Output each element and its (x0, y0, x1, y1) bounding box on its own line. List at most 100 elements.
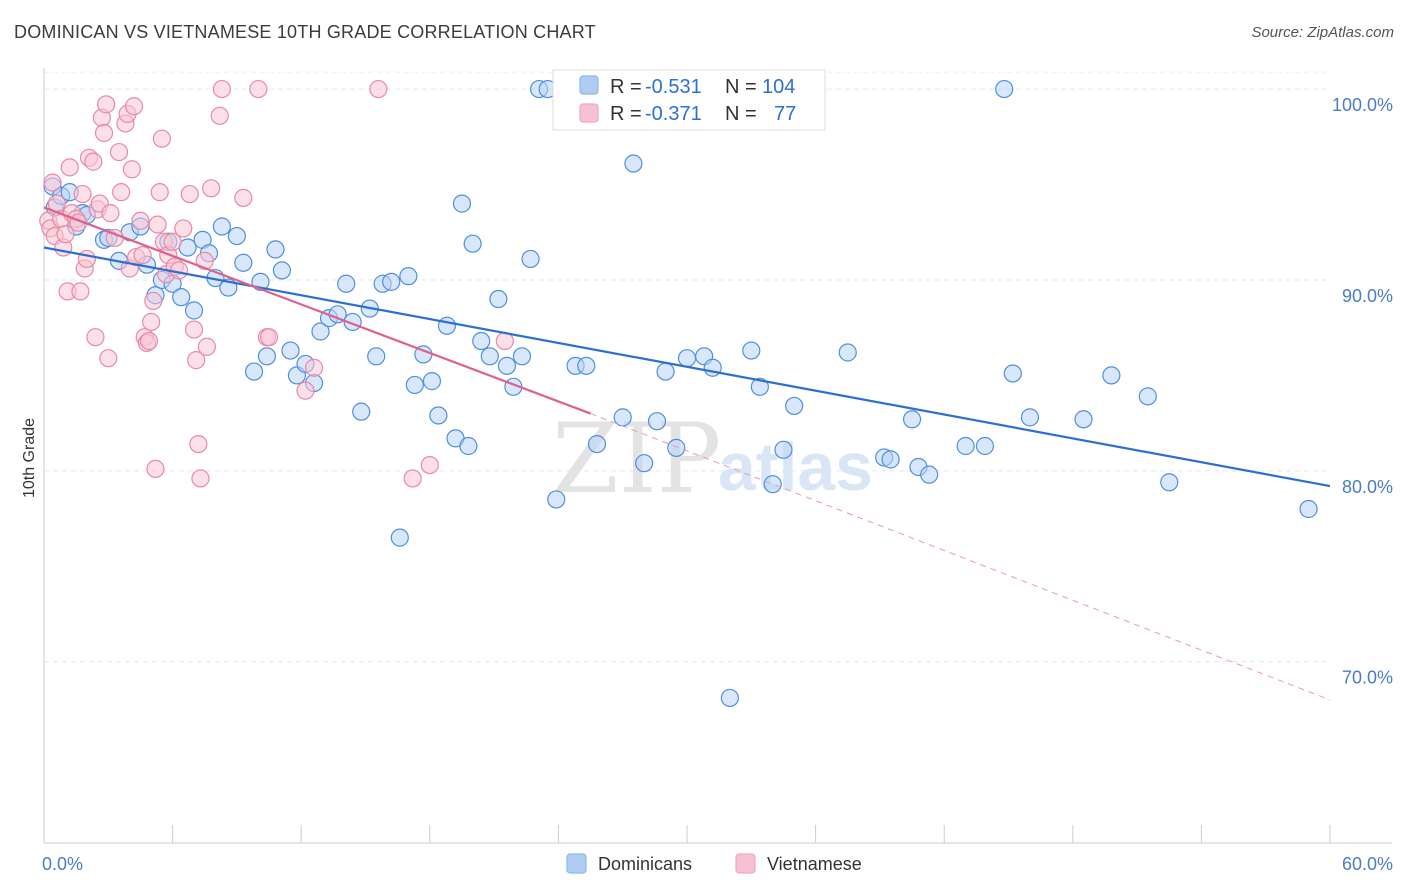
chart-title: DOMINICAN VS VIETNAMESE 10TH GRADE CORRE… (14, 22, 596, 42)
point-dominicans-91 (902, 410, 922, 429)
point-dominicans-84 (750, 377, 769, 396)
point-dominicans-29 (257, 347, 277, 366)
point-dominicans-57 (472, 331, 491, 351)
point-vietnamese-42 (144, 291, 163, 311)
point-dominicans-26 (234, 253, 253, 272)
point-vietnamese-63 (212, 79, 231, 99)
point-vietnamese-13 (71, 282, 90, 301)
point-vietnamese-44 (148, 215, 167, 234)
point-dominicans-47 (399, 267, 418, 286)
point-dominicans-39 (337, 274, 356, 293)
point-vietnamese-72 (420, 455, 439, 475)
trend-line-vietnamese (43, 206, 591, 415)
point-dominicans-54 (452, 194, 472, 213)
series-vietnamese (39, 79, 514, 488)
point-dominicans-69 (577, 356, 596, 375)
point-dominicans-60 (497, 356, 517, 375)
point-vietnamese-34 (124, 97, 144, 116)
point-dominicans-94 (956, 436, 975, 456)
point-vietnamese-29 (112, 183, 131, 202)
point-vietnamese-28 (109, 142, 129, 162)
x-tick-label-1: 60.0% (1342, 854, 1393, 874)
point-vietnamese-57 (189, 434, 208, 454)
point-dominicans-95 (975, 436, 995, 456)
point-dominicans-23 (212, 217, 231, 236)
point-vietnamese-16 (77, 249, 96, 269)
point-vietnamese-56 (187, 351, 206, 370)
point-vietnamese-24 (97, 95, 116, 114)
x-tick-labels: 0.0% 60.0% (42, 854, 1393, 874)
point-vietnamese-45 (150, 183, 169, 202)
y-tick-labels: 100.0% 90.0% 80.0% 70.0% (1332, 95, 1393, 688)
point-dominicans-98 (1020, 408, 1040, 427)
point-vietnamese-64 (234, 188, 253, 207)
point-vietnamese-60 (197, 337, 216, 356)
source-label: Source: ZipAtlas.com (1251, 24, 1394, 41)
point-vietnamese-40 (139, 331, 159, 351)
point-dominicans-90 (881, 450, 900, 469)
point-dominicans-86 (774, 440, 793, 459)
point-vietnamese-9 (60, 158, 79, 177)
point-vietnamese-70 (369, 79, 388, 99)
point-dominicans-78 (677, 349, 697, 368)
point-dominicans-59 (489, 289, 508, 309)
point-dominicans-74 (635, 454, 654, 473)
point-dominicans-58 (480, 347, 499, 366)
legend-swatch-dominicans (579, 75, 599, 95)
point-vietnamese-61 (202, 179, 221, 198)
point-vietnamese-43 (146, 459, 165, 479)
point-dominicans-52 (437, 316, 457, 335)
point-dominicans-43 (367, 347, 386, 366)
point-vietnamese-69 (304, 358, 324, 377)
point-dominicans-70 (587, 434, 607, 454)
point-dominicans-83 (742, 341, 761, 360)
point-vietnamese-7 (56, 225, 75, 244)
point-dominicans-88 (838, 343, 857, 362)
point-dominicans-102 (1160, 473, 1179, 492)
point-vietnamese-58 (191, 469, 210, 488)
point-dominicans-45 (382, 272, 401, 291)
legend-r-value-dominicans: -0.531 (645, 76, 702, 98)
point-vietnamese-14 (73, 184, 92, 204)
legend-swatch-vietnamese (579, 103, 599, 123)
y-tick-label-1: 90.0% (1342, 286, 1393, 306)
point-dominicans-76 (656, 362, 675, 381)
point-dominicans-27 (244, 362, 264, 381)
point-dominicans-46 (390, 528, 409, 547)
point-dominicans-100 (1102, 366, 1121, 385)
point-vietnamese-59 (195, 251, 214, 270)
point-vietnamese-54 (180, 184, 199, 204)
bottom-legend-swatch-dominicans (566, 853, 587, 874)
point-dominicans-63 (521, 249, 540, 269)
point-vietnamese-41 (142, 312, 161, 332)
point-vietnamese-2 (43, 173, 62, 192)
point-vietnamese-50 (163, 232, 182, 251)
point-vietnamese-33 (122, 160, 141, 179)
point-dominicans-62 (512, 347, 532, 366)
x-tick-label-0: 0.0% (42, 854, 83, 874)
point-vietnamese-18 (84, 152, 103, 171)
point-vietnamese-23 (94, 123, 114, 143)
bottom-legend-label-vietnamese: Vietnamese (767, 854, 862, 874)
point-dominicans-73 (624, 154, 643, 173)
point-vietnamese-36 (131, 211, 150, 230)
y-axis-label: 10th Grade (21, 418, 38, 498)
point-dominicans-85 (763, 475, 782, 494)
point-dominicans-51 (429, 406, 448, 425)
point-dominicans-93 (920, 465, 939, 484)
trend-extension-vietnamese (590, 413, 1331, 701)
point-vietnamese-25 (99, 349, 118, 368)
point-dominicans-77 (667, 438, 686, 458)
point-dominicans-97 (1003, 364, 1022, 383)
point-vietnamese-19 (86, 328, 105, 347)
point-dominicans-75 (647, 412, 667, 431)
point-vietnamese-67 (259, 328, 279, 347)
point-dominicans-31 (272, 261, 292, 280)
legend-r-label-dominicans: R = (610, 76, 642, 98)
y-tick-label-3: 70.0% (1342, 668, 1393, 688)
point-dominicans-19 (184, 301, 204, 320)
data-points (39, 79, 1318, 708)
point-dominicans-103 (1299, 499, 1318, 519)
point-dominicans-55 (459, 436, 478, 456)
